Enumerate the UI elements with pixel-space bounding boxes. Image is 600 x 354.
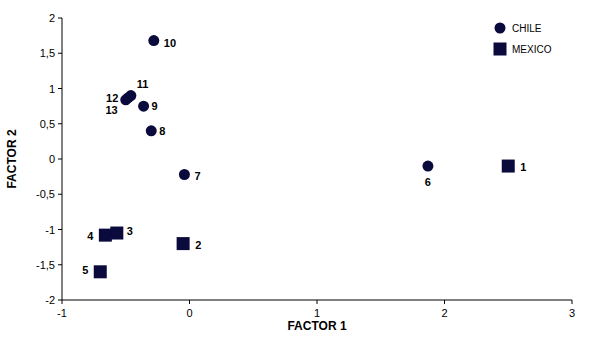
- x-tick-label: 3: [569, 307, 575, 319]
- x-axis-label: FACTOR 1: [287, 319, 346, 333]
- point: [94, 265, 107, 278]
- point: [502, 160, 515, 173]
- x-tick-label: -1: [57, 307, 67, 319]
- point: [422, 161, 433, 172]
- x-tick: [317, 300, 318, 304]
- point-label: 12: [106, 92, 118, 104]
- y-tick-label: 0,5: [40, 118, 55, 130]
- y-tick: [58, 159, 62, 160]
- point: [177, 237, 190, 250]
- point-label: 2: [195, 239, 201, 251]
- y-tick-label: -2: [45, 294, 55, 306]
- y-tick: [58, 194, 62, 195]
- point-label: 13: [106, 104, 118, 116]
- chart: -10123-2-1,5-1-0,500,511,52FACTOR 1FACTO…: [0, 0, 600, 354]
- y-tick: [58, 53, 62, 54]
- y-tick-label: -0,5: [36, 188, 55, 200]
- x-tick: [62, 300, 63, 304]
- x-tick: [572, 300, 573, 304]
- point-label: 10: [164, 37, 176, 49]
- point-label: 3: [127, 225, 133, 237]
- point-label: 4: [87, 230, 94, 242]
- point-labels: 67891011121312345: [82, 37, 526, 276]
- point-label: 11: [137, 78, 149, 90]
- legend-label: MEXICO: [512, 44, 552, 55]
- y-tick-label: -1: [45, 224, 55, 236]
- point-label: 7: [194, 170, 200, 182]
- legend-marker: [495, 23, 506, 34]
- point: [120, 94, 131, 105]
- point-label: 8: [159, 125, 165, 137]
- point-label: 6: [425, 176, 431, 188]
- legend-marker: [494, 43, 507, 56]
- point: [138, 101, 149, 112]
- point: [110, 227, 123, 240]
- y-tick: [58, 18, 62, 19]
- point: [146, 125, 157, 136]
- y-tick: [58, 264, 62, 265]
- legend-label: CHILE: [512, 23, 542, 34]
- y-tick: [58, 229, 62, 230]
- y-tick: [58, 88, 62, 89]
- x-tick: [444, 300, 445, 304]
- point-label: 9: [152, 100, 158, 112]
- x-tick-label: 2: [441, 307, 447, 319]
- x-tick-label: 0: [186, 307, 192, 319]
- point: [148, 35, 159, 46]
- y-tick-label: 0: [49, 153, 55, 165]
- point: [179, 169, 190, 180]
- y-tick-label: -1,5: [36, 259, 55, 271]
- y-tick: [58, 123, 62, 124]
- y-tick: [58, 300, 62, 301]
- point-label: 1: [520, 161, 526, 173]
- y-tick-label: 1: [49, 83, 55, 95]
- legend: CHILE MEXICO: [494, 23, 552, 56]
- marks: [94, 35, 515, 278]
- y-tick-label: 2: [49, 12, 55, 24]
- y-tick-label: 1,5: [40, 47, 55, 59]
- x-tick: [189, 300, 190, 304]
- point-label: 5: [82, 264, 88, 276]
- x-tick-label: 1: [314, 307, 320, 319]
- y-axis-label: FACTOR 2: [5, 129, 19, 188]
- point: [99, 229, 112, 242]
